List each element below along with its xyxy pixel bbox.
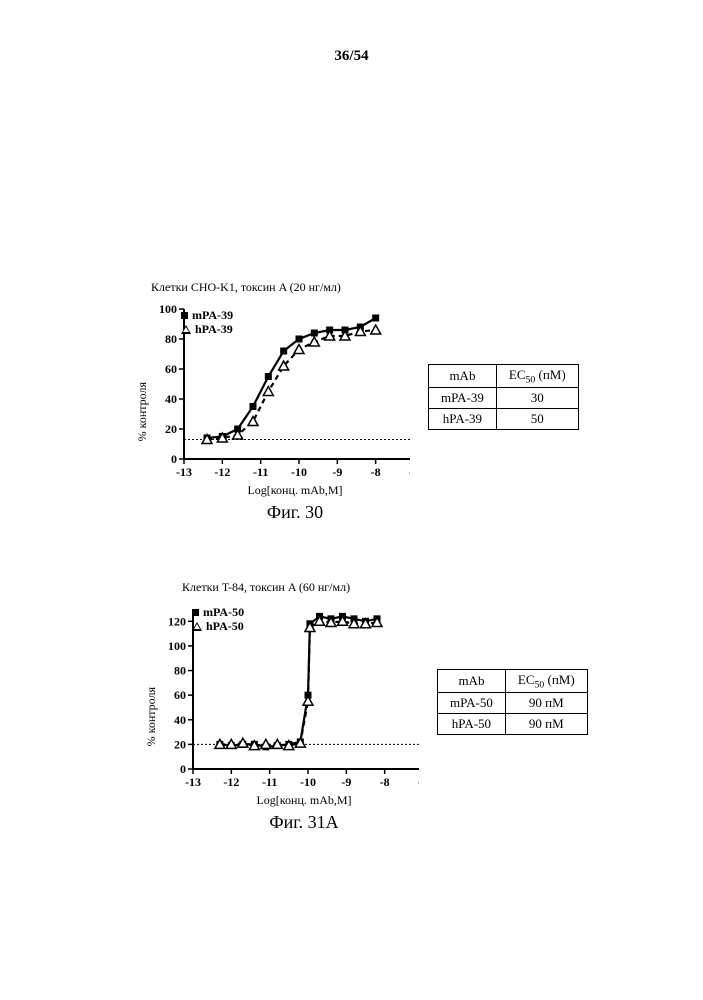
fig30-table: mAb EC50 (пМ) mPA-39 30 hPA-39 50: [428, 364, 579, 431]
svg-text:0: 0: [171, 452, 177, 466]
fig31-xlabel: Log[конц. mAb,M]: [189, 793, 419, 808]
svg-text:-9: -9: [332, 465, 342, 479]
svg-text:0: 0: [180, 762, 186, 776]
table-cell: 90 пМ: [505, 714, 587, 735]
table-row: hPA-39 50: [429, 409, 579, 430]
svg-text:60: 60: [174, 688, 186, 702]
table-header: EC50 (пМ): [496, 364, 578, 388]
svg-text:-10: -10: [291, 465, 307, 479]
page-number: 36/54: [0, 48, 703, 65]
legend-label: hPA-50: [206, 619, 244, 633]
svg-text:40: 40: [174, 713, 186, 727]
legend-label: mPA-39: [192, 308, 233, 322]
svg-text:20: 20: [165, 422, 177, 436]
svg-text:80: 80: [174, 664, 186, 678]
svg-text:100: 100: [168, 639, 186, 653]
filled-square-icon: [192, 609, 199, 616]
table-row: mPA-39 30: [429, 388, 579, 409]
table-cell: 90 пМ: [505, 693, 587, 714]
table-row: hPA-50 90 пМ: [438, 714, 588, 735]
fig31-ylabel: % контроля: [142, 687, 159, 746]
svg-text:-13: -13: [176, 465, 192, 479]
svg-text:60: 60: [165, 362, 177, 376]
svg-text:80: 80: [165, 332, 177, 346]
table-cell: hPA-39: [429, 409, 497, 430]
table-cell: mPA-39: [429, 388, 497, 409]
svg-text:-7: -7: [409, 465, 410, 479]
legend-item: hPA-39: [181, 322, 233, 336]
svg-text:-8: -8: [371, 465, 381, 479]
legend-label: hPA-39: [195, 322, 233, 336]
svg-text:40: 40: [165, 392, 177, 406]
fig31-legend: mPA-50 hPA-50: [192, 605, 244, 633]
fig30-caption: Фиг. 30: [180, 502, 410, 523]
fig31-table: mAb EC50 (пМ) mPA-50 90 пМ hPA-50 90 пМ: [437, 669, 588, 736]
legend-label: mPA-50: [203, 605, 244, 619]
figure-31a: Клетки T-84, токсин A (60 нг/мл) mPA-50 …: [142, 580, 612, 833]
fig31-title: Клетки T-84, токсин A (60 нг/мл): [182, 580, 612, 595]
svg-text:120: 120: [168, 614, 186, 628]
filled-square-icon: [181, 312, 188, 319]
legend-item: mPA-50: [192, 605, 244, 619]
legend-item: hPA-50: [192, 619, 244, 633]
svg-text:-8: -8: [380, 775, 390, 789]
svg-text:100: 100: [159, 302, 177, 316]
svg-text:20: 20: [174, 737, 186, 751]
svg-text:-12: -12: [214, 465, 230, 479]
fig31-caption: Фиг. 31A: [189, 812, 419, 833]
table-cell: 30: [496, 388, 578, 409]
table-cell: hPA-50: [438, 714, 506, 735]
svg-text:-9: -9: [341, 775, 351, 789]
svg-text:-12: -12: [223, 775, 239, 789]
svg-text:-13: -13: [185, 775, 201, 789]
svg-text:-7: -7: [418, 775, 419, 789]
svg-text:-11: -11: [253, 465, 268, 479]
open-triangle-icon: [192, 622, 202, 631]
open-triangle-icon: [181, 325, 191, 334]
figure-30: Клетки CHO-K1, токсин A (20 нг/мл) mPA-3…: [133, 280, 613, 523]
table-header-row: mAb EC50 (пМ): [429, 364, 579, 388]
fig30-ylabel: % контроля: [133, 382, 150, 441]
legend-item: mPA-39: [181, 308, 233, 322]
table-header: mAb: [429, 364, 497, 388]
table-header: EC50 (пМ): [505, 669, 587, 693]
table-cell: mPA-50: [438, 693, 506, 714]
fig30-title: Клетки CHO-K1, токсин A (20 нг/мл): [151, 280, 613, 295]
fig30-legend: mPA-39 hPA-39: [181, 308, 233, 336]
table-cell: 50: [496, 409, 578, 430]
table-header: mAb: [438, 669, 506, 693]
table-row: mPA-50 90 пМ: [438, 693, 588, 714]
table-header-row: mAb EC50 (пМ): [438, 669, 588, 693]
fig30-xlabel: Log[конц. mAb,M]: [180, 483, 410, 498]
svg-text:-10: -10: [300, 775, 316, 789]
svg-text:-11: -11: [262, 775, 277, 789]
